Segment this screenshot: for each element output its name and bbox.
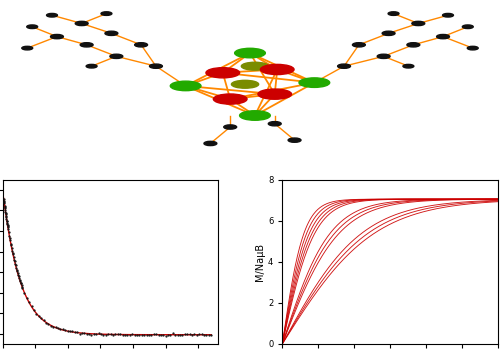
- Ellipse shape: [299, 78, 330, 87]
- Ellipse shape: [232, 80, 258, 88]
- Circle shape: [150, 64, 162, 68]
- Circle shape: [268, 121, 281, 126]
- Circle shape: [436, 34, 450, 39]
- Circle shape: [462, 25, 473, 28]
- Circle shape: [22, 46, 32, 50]
- Circle shape: [50, 34, 64, 39]
- Y-axis label: M/NaμB: M/NaμB: [255, 243, 265, 281]
- Circle shape: [288, 138, 301, 142]
- Ellipse shape: [258, 89, 292, 99]
- Ellipse shape: [234, 48, 266, 58]
- Circle shape: [388, 12, 399, 15]
- Ellipse shape: [170, 81, 201, 91]
- Circle shape: [134, 43, 147, 47]
- Circle shape: [412, 21, 424, 26]
- Circle shape: [101, 12, 112, 15]
- Circle shape: [105, 31, 118, 35]
- Circle shape: [224, 125, 236, 129]
- Circle shape: [338, 64, 350, 68]
- Circle shape: [80, 43, 93, 47]
- Ellipse shape: [214, 94, 247, 104]
- Circle shape: [352, 43, 366, 47]
- Circle shape: [377, 54, 390, 59]
- Circle shape: [468, 46, 478, 50]
- Ellipse shape: [242, 62, 268, 70]
- Ellipse shape: [240, 111, 270, 120]
- Circle shape: [382, 31, 395, 35]
- Circle shape: [110, 54, 123, 59]
- Ellipse shape: [206, 68, 240, 78]
- Circle shape: [407, 43, 420, 47]
- Circle shape: [76, 21, 88, 26]
- Circle shape: [403, 64, 414, 68]
- Circle shape: [204, 141, 217, 146]
- Ellipse shape: [260, 64, 294, 74]
- Circle shape: [86, 64, 97, 68]
- Circle shape: [27, 25, 38, 28]
- Circle shape: [46, 13, 58, 17]
- Circle shape: [442, 13, 454, 17]
